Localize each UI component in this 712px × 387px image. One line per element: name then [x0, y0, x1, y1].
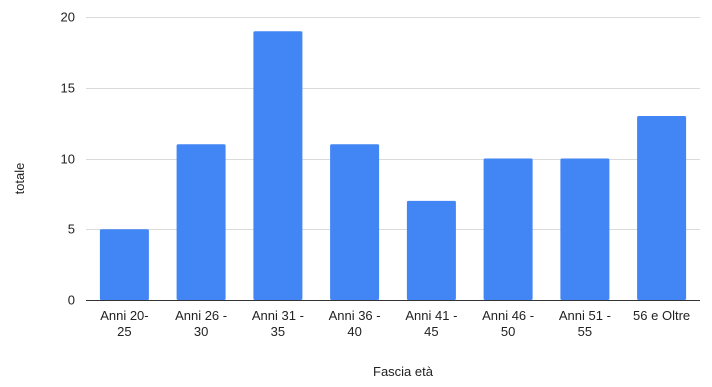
x-category-label-line: 35	[271, 324, 285, 339]
x-category-label-line: Anni 41 -	[405, 308, 457, 323]
x-category-label-line: 56 e Oltre	[633, 308, 690, 323]
y-axis-title: totale	[12, 163, 27, 195]
x-category-label: Anni 20-25	[100, 308, 148, 339]
bar	[637, 116, 687, 300]
x-category-label-line: Anni 36 -	[329, 308, 381, 323]
x-category-label-line: Anni 51 -	[559, 308, 611, 323]
y-tick-label: 20	[61, 10, 75, 25]
bars	[99, 31, 687, 301]
x-category-label: Anni 31 -35	[252, 308, 304, 339]
y-tick-label: 0	[68, 293, 75, 308]
x-axis-title: Fascia età	[373, 364, 434, 379]
x-category-label: Anni 26 -30	[175, 308, 227, 339]
x-category-label-line: 45	[424, 324, 438, 339]
bar	[253, 31, 303, 300]
x-category-label: Anni 36 -40	[329, 308, 381, 339]
x-category-label-line: 50	[501, 324, 515, 339]
y-tick-label: 5	[68, 222, 75, 237]
x-category-label: Anni 51 -55	[559, 308, 611, 339]
x-category-label-line: 25	[117, 324, 131, 339]
y-tick-label: 10	[61, 152, 75, 167]
y-tick-label: 15	[61, 81, 75, 96]
x-category-label: Anni 41 -45	[405, 308, 457, 339]
bar	[176, 144, 226, 300]
y-tick-labels: 0 5 10 15 20	[61, 10, 75, 308]
bar	[330, 144, 380, 300]
bar	[406, 200, 456, 300]
x-category-label-line: 55	[578, 324, 592, 339]
x-category-label-line: Anni 31 -	[252, 308, 304, 323]
x-category-label-line: Anni 46 -	[482, 308, 534, 323]
x-category-labels: Anni 20-25 Anni 26 -30 Anni 31 -35 Anni 36 …	[100, 308, 690, 339]
x-category-label-line: 30	[194, 324, 208, 339]
x-category-label: 56 e Oltre	[633, 308, 690, 323]
bar	[99, 229, 149, 301]
x-category-label: Anni 46 -50	[482, 308, 534, 339]
x-category-label-line: 40	[347, 324, 361, 339]
x-category-label-line: Anni 20-	[100, 308, 148, 323]
bar	[483, 158, 533, 300]
bar	[560, 158, 610, 300]
x-category-label-line: Anni 26 -	[175, 308, 227, 323]
